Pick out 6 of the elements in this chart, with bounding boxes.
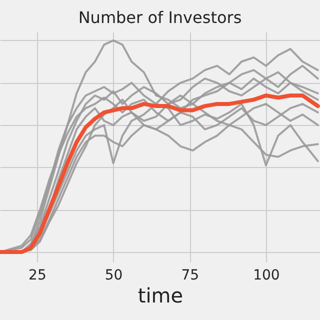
x-tick-label: 50 (104, 268, 123, 284)
x-tick-label: 100 (253, 268, 280, 284)
x-axis-title: time (138, 284, 184, 308)
chart-title: Number of Investors (78, 8, 242, 27)
x-tick-label: 75 (181, 268, 200, 284)
x-tick-label: 25 (28, 268, 46, 284)
